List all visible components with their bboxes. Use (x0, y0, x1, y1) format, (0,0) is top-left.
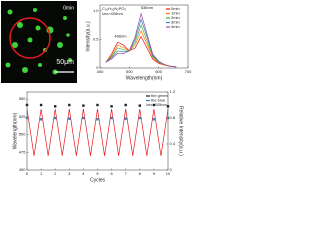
series-line (105, 29, 177, 68)
y-axis-title: Intensity(a.u.) (85, 21, 91, 52)
x-tick-label: 8 (139, 171, 142, 176)
plot-frame (99, 4, 189, 69)
x-tick-label: 0 (26, 171, 29, 176)
x-axis-title: Cycles (90, 177, 106, 183)
series-marker (39, 118, 43, 121)
x-tick-label: 5 (96, 171, 99, 176)
y2-tick-label: 0.8 (170, 115, 176, 120)
legend-label: 2min (171, 15, 180, 20)
y2-axis-title: Relative Intensity(a.u.) (178, 106, 184, 156)
micrograph: 0min 50μm (1, 1, 77, 83)
annotation: λex=405nm (102, 11, 123, 16)
peak-label: 466nm (114, 33, 127, 38)
series-marker (68, 117, 71, 120)
x-tick-label: 10 (166, 171, 171, 176)
series-marker (124, 103, 127, 107)
x-tick-label: 7 (125, 171, 128, 176)
x-tick-label: 400 (97, 69, 104, 74)
peak-label: 536nm (141, 5, 154, 10)
legend-label: 0min (171, 6, 180, 11)
highlight-circle (9, 17, 51, 59)
y-tick-label: 475 (19, 149, 26, 154)
x-tick-label: 600 (155, 69, 162, 74)
x-axis-title: Wavelength(nm) (126, 75, 163, 81)
y-tick-label: 500 (19, 132, 26, 137)
time-label: 0min (63, 5, 74, 11)
y-tick-label: 1.0 (93, 8, 99, 13)
micrograph-bg (1, 1, 77, 83)
legend-label: the blue (151, 98, 166, 103)
annotation: λex=405nm (146, 102, 167, 107)
x-tick-label: 9 (153, 171, 156, 176)
y-tick-label: 525 (19, 114, 26, 119)
x-tick-label: 2 (54, 171, 57, 176)
series-line (105, 18, 177, 68)
series-marker (166, 116, 170, 120)
series-marker (138, 104, 141, 107)
x-tick-label: 4 (82, 171, 85, 176)
figure: 0min 50μm 400 500 600 70000.51.0Wavelength(… (1, 1, 192, 183)
legend-label: 4min (171, 24, 180, 29)
series-marker (25, 116, 29, 120)
x-tick-label: 1 (40, 171, 43, 176)
series-marker (54, 116, 57, 120)
series-marker (39, 103, 43, 107)
legend-title: C₃₀H₃₂N₂PO₂ (102, 6, 126, 11)
series-marker (152, 118, 156, 121)
series-line (105, 12, 177, 68)
series-marker (96, 103, 99, 107)
series-line (26, 108, 169, 156)
y-tick-label: 0.5 (93, 36, 99, 41)
y-tick-label: 550 (19, 96, 26, 101)
series-marker (138, 116, 141, 120)
scale-label: 50μm (56, 59, 74, 66)
x-tick-label: 500 (126, 69, 133, 74)
y2-tick-label: 1.2 (170, 89, 176, 94)
x-tick-label: 6 (110, 171, 113, 176)
x-tick-label: 700 (185, 69, 192, 74)
legend-label: the green (151, 93, 168, 98)
series-marker (152, 103, 156, 107)
x-tick-label: 3 (68, 171, 71, 176)
series-marker (96, 118, 99, 121)
series-marker (124, 117, 127, 120)
y2-tick-label: 0 (170, 167, 173, 172)
y2-tick-label: 0.4 (170, 141, 176, 146)
series-marker (110, 105, 113, 108)
y-tick-label: 450 (19, 167, 26, 172)
series-marker (68, 103, 71, 107)
series-marker (54, 105, 57, 108)
legend-label: 1min (171, 11, 180, 16)
series-marker (110, 116, 113, 120)
series-marker (166, 105, 170, 108)
series-marker (82, 116, 85, 120)
series-marker (82, 104, 85, 107)
series-marker (25, 103, 29, 107)
legend-label: 3min (171, 20, 180, 25)
y-axis-title: Wavelength(nm) (12, 112, 18, 149)
y-tick-label: 0 (96, 65, 99, 70)
